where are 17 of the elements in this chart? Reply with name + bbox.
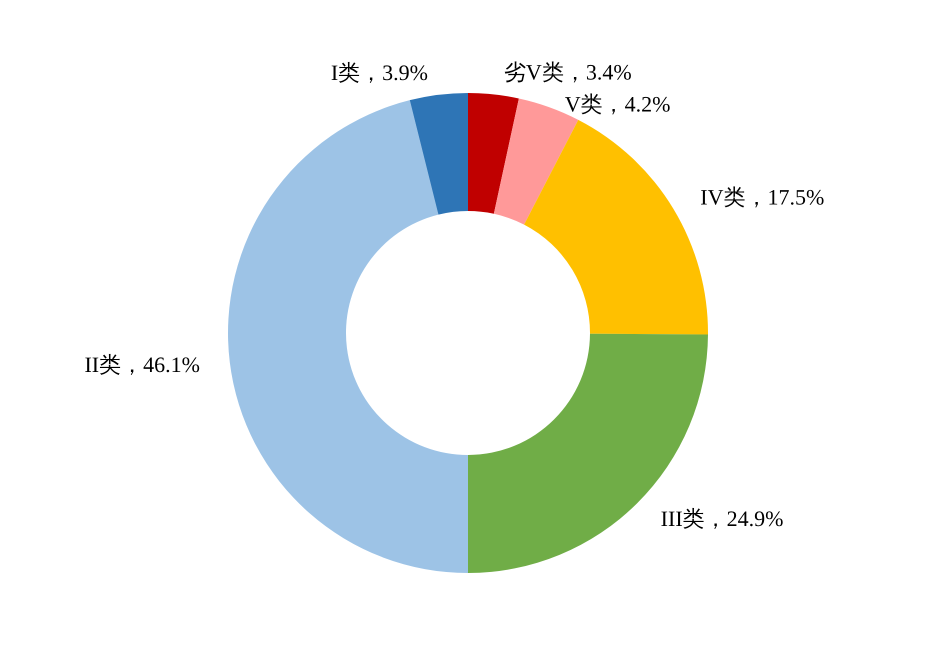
data-label: ，24.9% [704,506,784,531]
slice-label: 劣V类 [504,59,564,84]
data-label: ，3.4% [564,59,632,84]
slice-label: II类 [84,352,122,378]
slice-label: IV类 [700,184,746,210]
slice-label: V类 [564,91,603,116]
data-label: ，17.5% [745,184,824,210]
data-label: ，46.1% [121,352,200,378]
donut-slice [468,334,708,573]
donut-slice [468,93,519,214]
slice-label: I类 [330,60,360,85]
donut-slice [410,93,468,215]
donut-slice [228,100,468,573]
donut-slice [494,98,578,225]
data-label: ，4.2% [602,91,670,116]
slice-label: III类 [660,506,705,531]
data-label: ，3.9% [360,60,428,85]
